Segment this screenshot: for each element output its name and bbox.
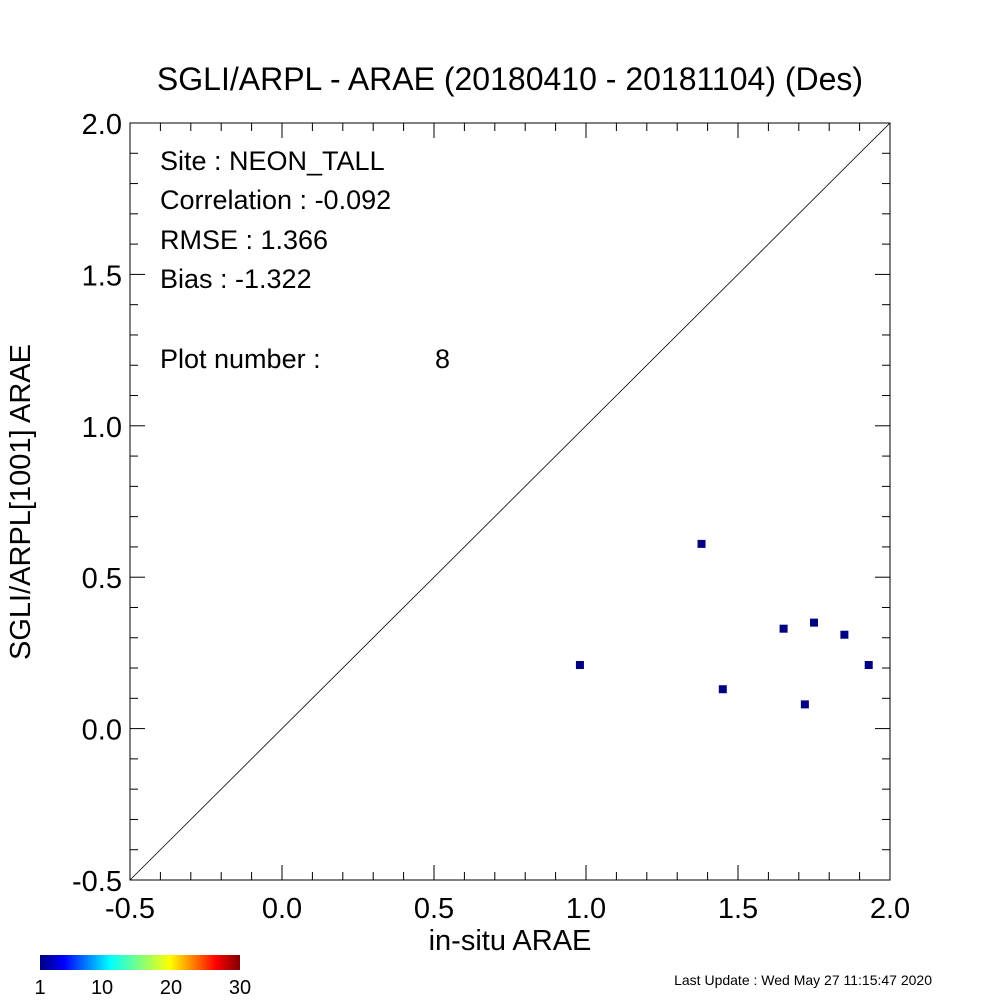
plot-number-label: Plot number : bbox=[160, 344, 321, 374]
chart-title: SGLI/ARPL - ARAE (20180410 - 20181104) (… bbox=[157, 61, 863, 97]
colorbar-tick-labels: 1 10 20 30 bbox=[34, 977, 251, 999]
y-tick-label: 2.0 bbox=[82, 109, 122, 141]
colorbar-tick-label: 20 bbox=[160, 977, 182, 999]
colorbar bbox=[40, 955, 240, 970]
data-point bbox=[697, 539, 706, 548]
data-points bbox=[575, 539, 873, 709]
plot-frame bbox=[129, 122, 891, 881]
y-tick-label: 1.0 bbox=[82, 412, 122, 444]
y-axis-label: SGLI/ARPL[1001] ARAE bbox=[5, 344, 37, 660]
y-tick-label: -0.5 bbox=[72, 866, 122, 898]
data-point bbox=[840, 630, 849, 639]
colorbar-tick-label: 1 bbox=[34, 977, 45, 999]
bias-label: Bias : -1.322 bbox=[160, 264, 312, 294]
colorbar-tick-label: 30 bbox=[229, 977, 251, 999]
x-tick-label: 1.0 bbox=[566, 893, 606, 925]
last-update-label: Last Update : Wed May 27 11:15:47 2020 bbox=[674, 972, 932, 988]
x-tick-label: -0.5 bbox=[105, 893, 155, 925]
site-label: Site : NEON_TALL bbox=[160, 146, 385, 176]
y-tick-label: 1.5 bbox=[82, 260, 122, 292]
data-point bbox=[779, 624, 788, 633]
x-axis-label: in-situ ARAE bbox=[429, 925, 592, 957]
x-tick-label: 0.5 bbox=[414, 893, 454, 925]
data-point bbox=[575, 661, 584, 670]
data-point bbox=[718, 685, 727, 694]
x-tick-label: 0.0 bbox=[262, 893, 302, 925]
y-tick-labels: -0.5 0.0 0.5 1.0 1.5 2.0 bbox=[72, 109, 122, 898]
y-tick-label: 0.0 bbox=[82, 715, 122, 747]
colorbar-tick-label: 10 bbox=[91, 977, 113, 999]
plot-number-value: 8 bbox=[435, 344, 450, 374]
rmse-label: RMSE : 1.366 bbox=[160, 225, 328, 255]
data-point bbox=[800, 700, 809, 709]
axis-ticks bbox=[129, 122, 891, 881]
data-point bbox=[864, 661, 873, 670]
y-tick-label: 0.5 bbox=[82, 563, 122, 595]
x-tick-label: 2.0 bbox=[870, 893, 910, 925]
data-point bbox=[810, 618, 818, 627]
one-to-one-line bbox=[129, 122, 891, 881]
x-tick-labels: -0.5 0.0 0.5 1.0 1.5 2.0 bbox=[105, 893, 910, 925]
correlation-label: Correlation : -0.092 bbox=[160, 185, 391, 215]
x-tick-label: 1.5 bbox=[718, 893, 758, 925]
